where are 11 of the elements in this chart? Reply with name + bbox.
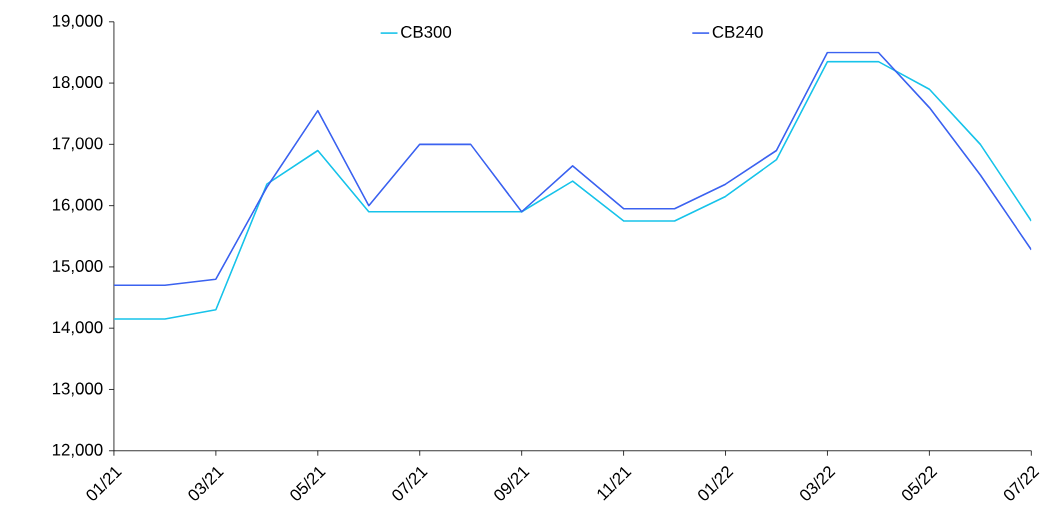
legend-label: CB240 <box>712 25 763 38</box>
y-tick-label: 12,000 <box>52 443 103 458</box>
y-tick-label: 13,000 <box>52 382 103 397</box>
y-tick-label: 17,000 <box>52 137 103 152</box>
y-tick-label: 18,000 <box>52 76 103 91</box>
y-tick-label: 15,000 <box>52 259 103 274</box>
legend-label: CB300 <box>401 25 452 38</box>
y-tick-label: 16,000 <box>52 198 103 213</box>
line-series <box>113 51 1032 287</box>
y-tick-label: 19,000 <box>52 14 103 29</box>
y-tick-label: 14,000 <box>52 321 103 336</box>
